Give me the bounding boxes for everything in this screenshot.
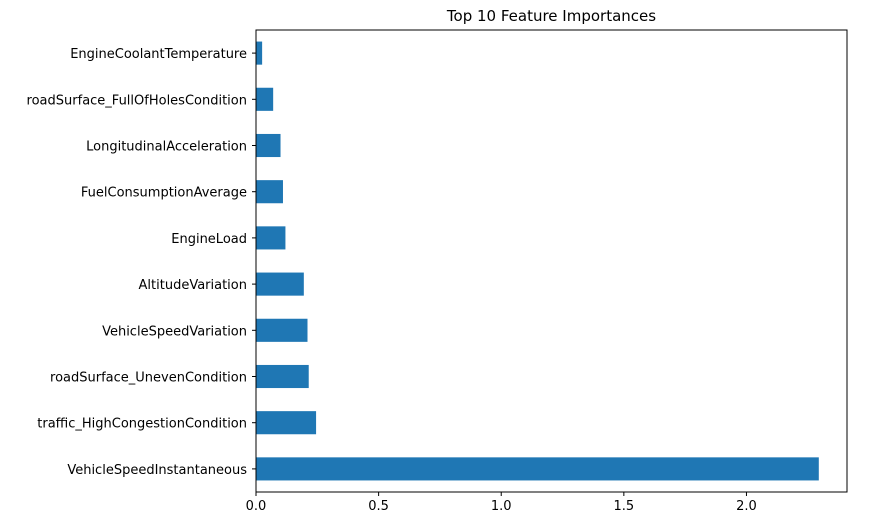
x-axis: 0.0 0.5 1.0 1.5 2.0 <box>246 492 757 514</box>
bar <box>256 272 304 296</box>
x-tick-label: 1.0 <box>491 499 512 514</box>
y-tick-label: EngineCoolantTemperature <box>70 47 247 62</box>
y-tick-label: EngineLoad <box>171 232 247 247</box>
chart-title: Top 10 Feature Importances <box>446 7 656 25</box>
y-tick-label: traffic_HighCongestionCondition <box>37 417 247 432</box>
bar <box>256 41 263 65</box>
x-tick-label: 0.5 <box>368 499 389 514</box>
bar <box>256 364 309 389</box>
bar <box>256 133 281 158</box>
x-tick-label: 1.5 <box>613 499 634 514</box>
y-tick-label: VehicleSpeedVariation <box>102 324 247 339</box>
y-tick-label: VehicleSpeedInstantaneous <box>67 463 247 478</box>
plot-frame <box>255 29 848 493</box>
bar <box>256 226 286 250</box>
y-tick-label: roadSurface_FullOfHolesCondition <box>27 93 247 108</box>
bars-layer <box>256 41 819 481</box>
bar <box>256 411 317 435</box>
y-tick-label: AltitudeVariation <box>139 278 247 293</box>
bar <box>256 457 819 481</box>
bar <box>256 87 274 111</box>
y-tick-label: LongitudinalAcceleration <box>86 140 247 155</box>
bar <box>256 180 283 204</box>
y-tick-label: FuelConsumptionAverage <box>81 186 247 201</box>
x-tick-label: 2.0 <box>736 499 757 514</box>
y-tick-label: roadSurface_UnevenCondition <box>50 371 247 386</box>
bar <box>256 318 308 342</box>
x-tick-label: 0.0 <box>246 499 267 514</box>
y-axis: EngineCoolantTemperature roadSurface_Full… <box>27 47 256 478</box>
